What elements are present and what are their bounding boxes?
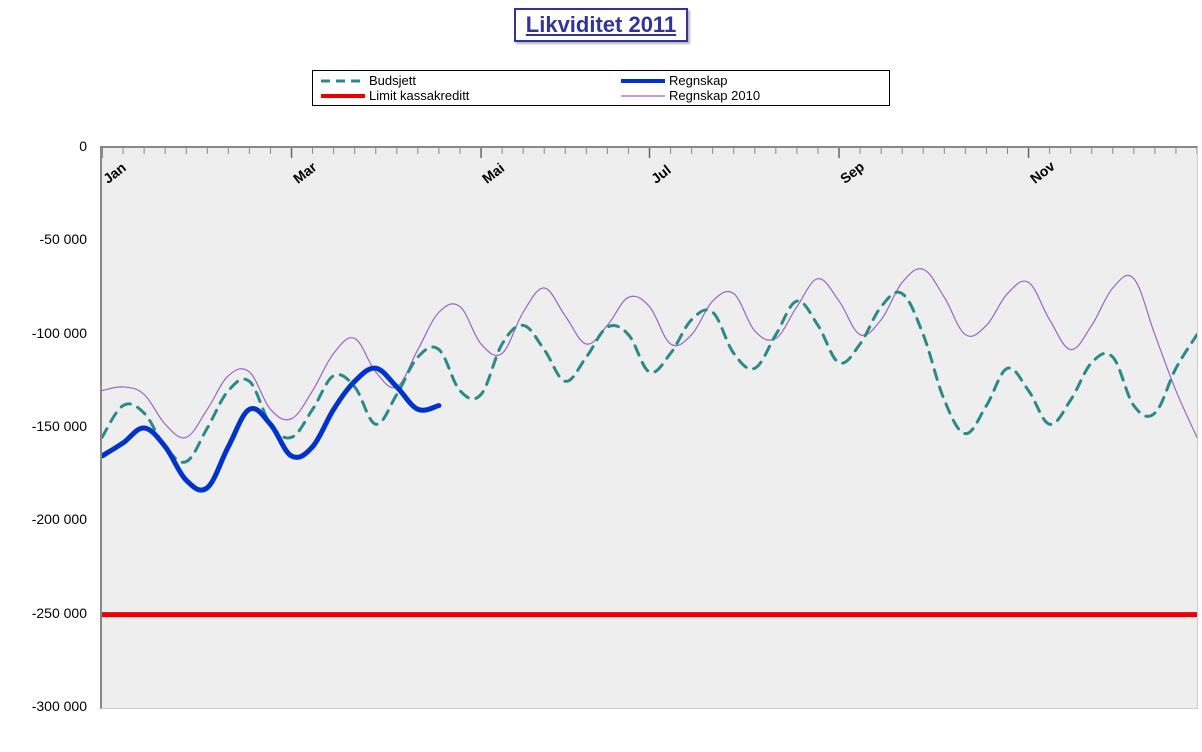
chart-svg (102, 148, 1197, 708)
y-tick-label: -300 000 (32, 698, 87, 714)
y-tick-label: -50 000 (40, 231, 87, 247)
legend-swatch-budsjett (321, 74, 365, 88)
legend-swatch-regnskap2010 (621, 89, 665, 103)
series-regnskap2010 (102, 269, 1197, 438)
legend-label: Limit kassakreditt (369, 88, 469, 103)
plot-area (100, 146, 1198, 709)
series-budsjett (102, 292, 1197, 462)
y-tick-label: -200 000 (32, 511, 87, 527)
y-axis-labels: 0-50 000-100 000-150 000-200 000-250 000… (0, 146, 95, 706)
y-tick-label: -250 000 (32, 605, 87, 621)
legend-item-regnskap2010: Regnskap 2010 (621, 88, 881, 103)
chart-title: Likviditet 2011 (526, 12, 676, 37)
legend-item-regnskap: Regnskap (621, 73, 881, 88)
legend-swatch-regnskap (621, 74, 665, 88)
legend-item-budsjett: Budsjett (321, 73, 581, 88)
legend-item-limit: Limit kassakreditt (321, 88, 581, 103)
legend-swatch-limit (321, 89, 365, 103)
chart-title-box: Likviditet 2011 (514, 8, 688, 42)
y-tick-label: -150 000 (32, 418, 87, 434)
y-tick-label: 0 (79, 138, 87, 154)
legend-label: Budsjett (369, 73, 416, 88)
legend: Budsjett Regnskap Limit kassakreditt Reg… (312, 70, 890, 106)
legend-label: Regnskap (669, 73, 728, 88)
legend-label: Regnskap 2010 (669, 88, 760, 103)
y-tick-label: -100 000 (32, 325, 87, 341)
